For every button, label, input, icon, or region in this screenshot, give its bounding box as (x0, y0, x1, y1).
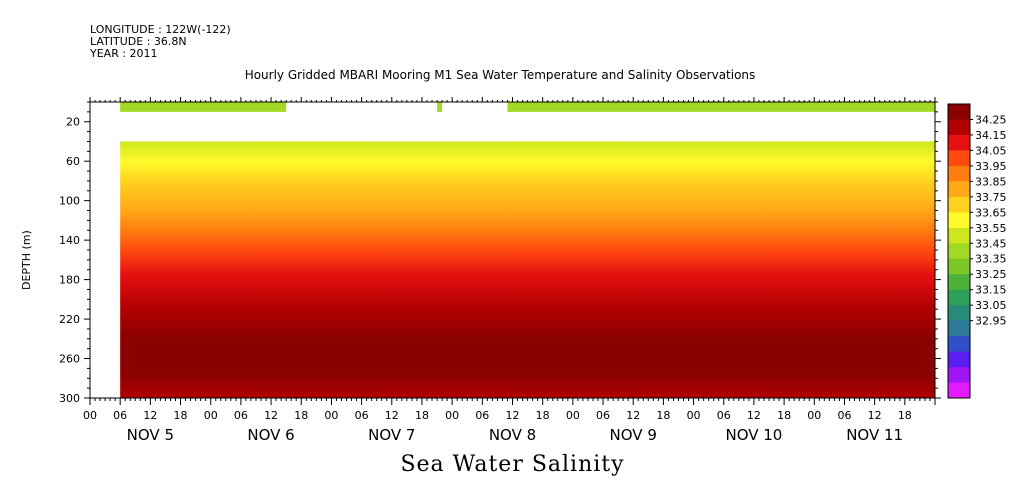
colorbar: 34.25 34.15 34.05 33.95 33.85 33.75 33.65 33.55… (947, 103, 1007, 399)
x-hour-label: 18 (656, 409, 670, 422)
x-day-label: NOV 11 (846, 426, 903, 444)
x-hour-label: 12 (747, 409, 761, 422)
y-tick-label: 220 (59, 313, 80, 326)
colorbar-frame (947, 103, 971, 399)
x-hour-label: 06 (837, 409, 851, 422)
x-day-label: NOV 9 (610, 426, 657, 444)
x-hour-label: 12 (626, 409, 640, 422)
colorbar-swatch (948, 336, 970, 353)
x-hour-label: 06 (113, 409, 127, 422)
colorbar-label: 33.05 (975, 299, 1007, 312)
colorbar-swatch (948, 382, 970, 399)
x-hour-label: 06 (234, 409, 248, 422)
x-hour-label: 12 (385, 409, 399, 422)
colorbar-swatch (948, 150, 970, 167)
colorbar-swatch (948, 351, 970, 368)
y-tick-label: 20 (66, 116, 80, 129)
colorbar-label: 34.15 (975, 129, 1007, 142)
x-hour-label: 18 (898, 409, 912, 422)
x-hour-label: 00 (324, 409, 338, 422)
x-hour-label: 18 (294, 409, 308, 422)
x-hour-label: 06 (717, 409, 731, 422)
chart-title: Hourly Gridded MBARI Mooring M1 Sea Wate… (244, 68, 756, 82)
colorbar-label: 34.05 (975, 144, 1007, 157)
colorbar-label: 33.95 (975, 160, 1007, 173)
colorbar-swatch (948, 320, 970, 337)
y-tick-label: 140 (59, 234, 80, 247)
x-day-label: NOV 8 (489, 426, 536, 444)
colorbar-label: 33.65 (975, 206, 1007, 219)
colorbar-swatch (948, 119, 970, 136)
x-hour-label: 18 (536, 409, 550, 422)
y-tick-label: 260 (59, 353, 80, 366)
latitude-label: LATITUDE : 36.8N (90, 35, 187, 48)
colorbar-swatch (948, 181, 970, 198)
x-hour-label: 18 (415, 409, 429, 422)
colorbar-swatch (948, 367, 970, 384)
surface-segment-2 (507, 102, 935, 112)
x-hour-label: 00 (687, 409, 701, 422)
colorbar-swatch (948, 165, 970, 182)
x-day-label: NOV 6 (247, 426, 294, 444)
colorbar-label: 34.25 (975, 113, 1007, 126)
x-hour-label: 18 (174, 409, 188, 422)
y-tick-label: 300 (59, 392, 80, 405)
surface-layer (120, 102, 935, 112)
y-tick-label: 60 (66, 155, 80, 168)
colorbar-swatch (948, 212, 970, 229)
x-day-label: NOV 5 (127, 426, 174, 444)
colorbar-swatch (948, 227, 970, 244)
colorbar-swatch (948, 289, 970, 306)
colorbar-swatch (948, 305, 970, 322)
x-hour-label: 12 (143, 409, 157, 422)
x-hour-label: 00 (445, 409, 459, 422)
variable-title: Sea Water Salinity (400, 452, 625, 477)
longitude-label: LONGITUDE : 122W(-122) (90, 23, 231, 36)
x-day-label: NOV 10 (725, 426, 782, 444)
colorbar-label: 33.85 (975, 175, 1007, 188)
y-tick-label: 100 (59, 195, 80, 208)
x-hour-label: 00 (566, 409, 580, 422)
colorbar-label: 33.15 (975, 284, 1007, 297)
colorbar-label: 32.95 (975, 315, 1007, 328)
colorbar-swatch (948, 104, 970, 120)
x-hour-label: 06 (596, 409, 610, 422)
x-hour-label: 00 (83, 409, 97, 422)
x-axis: 00 06 12 18 00 06 12 18 00 06 12 18 00 06 12 18 00 06 12 18… (83, 97, 936, 444)
colorbar-swatch (948, 134, 970, 151)
colorbar-swatch (948, 196, 970, 213)
colorbar-swatch (948, 243, 970, 260)
x-hour-label: 18 (777, 409, 791, 422)
salinity-bands (140, 346, 915, 365)
year-label: YEAR : 2011 (90, 47, 158, 60)
x-hour-label: 12 (506, 409, 520, 422)
surface-segment-1 (437, 102, 443, 112)
colorbar-swatch (948, 274, 970, 291)
high-salinity-band (140, 346, 915, 365)
x-hour-label: 00 (807, 409, 821, 422)
x-hour-label: 12 (868, 409, 882, 422)
x-hour-label: 00 (204, 409, 218, 422)
colorbar-swatch (948, 258, 970, 275)
colorbar-label: 33.25 (975, 268, 1007, 281)
colorbar-label: 33.35 (975, 253, 1007, 266)
x-hour-label: 12 (264, 409, 278, 422)
colorbar-label: 33.55 (975, 222, 1007, 235)
colorbar-label: 33.75 (975, 191, 1007, 204)
x-day-label: NOV 7 (368, 426, 415, 444)
x-hour-label: 06 (475, 409, 489, 422)
x-hour-label: 06 (355, 409, 369, 422)
y-axis: 20 60 100 140 180 220 260 300 (59, 101, 941, 405)
colorbar-label: 33.45 (975, 237, 1007, 250)
surface-segment-0 (120, 102, 287, 112)
y-tick-label: 180 (59, 274, 80, 287)
